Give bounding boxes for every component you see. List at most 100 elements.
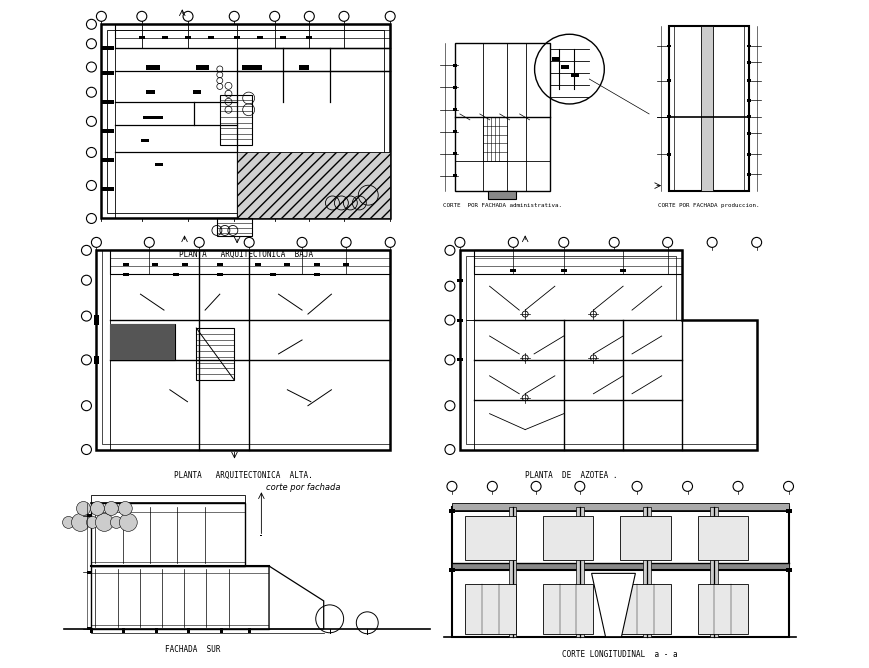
Bar bbox=[94, 315, 99, 325]
Bar bbox=[188, 628, 190, 633]
Bar bbox=[255, 263, 261, 266]
Bar bbox=[185, 36, 191, 39]
Bar bbox=[456, 279, 462, 282]
Bar bbox=[453, 174, 456, 178]
Bar bbox=[280, 36, 286, 39]
Bar bbox=[146, 65, 160, 69]
Bar bbox=[710, 507, 718, 637]
Bar bbox=[91, 495, 245, 503]
Bar bbox=[220, 628, 222, 633]
Bar bbox=[465, 516, 515, 560]
Bar bbox=[91, 503, 245, 566]
Bar bbox=[451, 507, 787, 637]
Bar bbox=[88, 627, 91, 631]
Bar bbox=[508, 507, 516, 637]
Bar bbox=[453, 152, 456, 155]
Bar bbox=[260, 535, 262, 536]
Bar bbox=[103, 187, 114, 191]
Circle shape bbox=[90, 502, 104, 516]
Bar bbox=[152, 263, 158, 266]
Bar bbox=[697, 584, 747, 634]
Bar bbox=[575, 507, 583, 637]
Bar bbox=[110, 250, 389, 275]
Bar bbox=[103, 158, 114, 162]
Bar bbox=[510, 269, 515, 272]
Bar bbox=[561, 269, 566, 272]
Circle shape bbox=[104, 502, 118, 516]
Bar bbox=[697, 516, 747, 560]
Bar bbox=[642, 507, 650, 637]
Bar bbox=[746, 79, 750, 82]
Bar bbox=[103, 45, 114, 49]
Bar bbox=[667, 45, 670, 47]
Bar bbox=[453, 130, 456, 133]
Circle shape bbox=[119, 514, 137, 531]
Bar bbox=[96, 250, 110, 450]
Bar bbox=[182, 263, 188, 266]
Bar bbox=[103, 129, 114, 133]
Bar bbox=[102, 24, 116, 218]
Text: PLANTA   ARQUITECTONICA  BAJA: PLANTA ARQUITECTONICA BAJA bbox=[178, 250, 313, 259]
Bar bbox=[269, 273, 275, 276]
Bar bbox=[155, 162, 163, 166]
Circle shape bbox=[63, 516, 75, 528]
Bar bbox=[248, 628, 250, 633]
Bar bbox=[673, 26, 743, 190]
Bar bbox=[96, 250, 389, 450]
Bar bbox=[314, 273, 320, 276]
Bar bbox=[306, 36, 312, 39]
Bar bbox=[234, 36, 240, 39]
Bar bbox=[668, 26, 748, 190]
Bar bbox=[237, 152, 389, 218]
Bar bbox=[88, 514, 91, 517]
Bar bbox=[123, 263, 129, 266]
Bar bbox=[542, 516, 593, 560]
Bar bbox=[145, 90, 156, 94]
Bar bbox=[620, 584, 670, 634]
Bar bbox=[196, 65, 209, 69]
Bar bbox=[123, 273, 129, 276]
Bar bbox=[216, 263, 222, 266]
Bar bbox=[460, 250, 474, 450]
Bar bbox=[465, 257, 676, 320]
Bar bbox=[173, 273, 178, 276]
Bar bbox=[453, 108, 456, 111]
Bar bbox=[785, 510, 791, 514]
Bar bbox=[453, 86, 456, 89]
Bar bbox=[746, 61, 750, 64]
Bar bbox=[193, 90, 201, 94]
Bar bbox=[456, 319, 462, 321]
Text: PLANTA   ARQUITECTONICA  ALTA.: PLANTA ARQUITECTONICA ALTA. bbox=[174, 472, 312, 480]
Bar bbox=[284, 263, 290, 266]
Bar bbox=[342, 263, 348, 266]
Bar bbox=[116, 24, 389, 47]
Bar bbox=[196, 328, 234, 380]
Text: FACHADA  SUR: FACHADA SUR bbox=[165, 645, 221, 654]
Bar bbox=[257, 36, 263, 39]
Bar bbox=[110, 324, 175, 360]
Bar bbox=[298, 65, 308, 69]
Circle shape bbox=[110, 516, 123, 528]
Bar bbox=[88, 571, 91, 574]
Bar bbox=[561, 65, 569, 69]
Bar bbox=[746, 45, 750, 47]
Bar bbox=[102, 24, 389, 218]
Bar bbox=[474, 250, 681, 275]
Bar bbox=[123, 628, 125, 633]
Bar bbox=[465, 584, 515, 634]
Bar bbox=[242, 65, 262, 69]
Bar bbox=[453, 64, 456, 67]
Bar bbox=[488, 190, 516, 198]
Bar bbox=[110, 324, 175, 360]
Bar bbox=[103, 100, 114, 104]
Bar bbox=[667, 115, 670, 118]
Bar bbox=[667, 79, 670, 82]
Circle shape bbox=[86, 516, 98, 528]
Bar bbox=[620, 269, 626, 272]
Bar bbox=[90, 628, 93, 633]
Bar bbox=[143, 116, 163, 120]
Bar bbox=[551, 57, 559, 61]
Bar bbox=[746, 115, 750, 118]
Bar bbox=[216, 218, 251, 236]
Circle shape bbox=[118, 502, 132, 516]
